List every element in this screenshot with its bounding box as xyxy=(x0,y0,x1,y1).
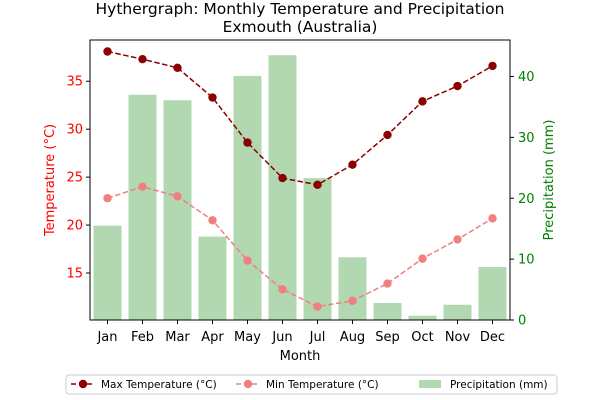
x-tick-label: Jun xyxy=(271,330,292,345)
precipitation-bar-nov xyxy=(443,304,472,320)
min-temperature-point-nov xyxy=(453,235,462,244)
x-tick-label: Jan xyxy=(96,330,117,345)
min-temperature-point-feb xyxy=(138,182,147,191)
min-temperature-point-jul xyxy=(313,302,322,311)
min-temperature-line xyxy=(107,185,493,308)
min-temperature-point-dec xyxy=(488,214,497,223)
precipitation-bar-may xyxy=(233,75,262,320)
plot-frame xyxy=(89,39,511,321)
legend-precip-label: Precipitation (mm) xyxy=(450,379,548,391)
min-temperature-point-oct xyxy=(418,254,427,263)
precipitation-bar-jul xyxy=(303,178,332,320)
min-temperature-point-aug xyxy=(348,296,357,306)
precipitation-bar-apr xyxy=(198,236,227,320)
max-temperature-point-oct xyxy=(418,97,427,106)
min-temperature-point-jan xyxy=(103,194,112,203)
x-tick-label: Sep xyxy=(375,330,400,345)
right-y-axis-label: Precipitation (mm) xyxy=(542,120,557,241)
left-y-tick-label: 30 xyxy=(66,123,83,138)
right-y-tick-label: 20 xyxy=(518,192,535,207)
legend-max-temp-label: Max Temperature (°C) xyxy=(101,379,217,391)
precipitation-bar-oct xyxy=(408,315,437,320)
right-y-tick-label: 30 xyxy=(518,131,535,146)
left-y-tick-label: 20 xyxy=(66,219,83,234)
x-tick-label: Jul xyxy=(309,330,326,345)
max-temperature-point-jul xyxy=(313,180,322,189)
precipitation-bar-jun xyxy=(268,55,297,320)
x-tick-label: Aug xyxy=(340,330,365,345)
legend-precip-swatch xyxy=(419,380,441,388)
x-tick-label: Oct xyxy=(411,330,433,345)
max-temperature-point-jan xyxy=(103,47,112,56)
chart-title: Hythergraph: Monthly Temperature and Pre… xyxy=(96,0,505,18)
right-y-tick-label: 10 xyxy=(518,253,535,268)
left-y-tick-label: 35 xyxy=(66,75,83,90)
left-y-axis: 15 20 25 30 35 xyxy=(66,75,90,282)
precipitation-bar-jan xyxy=(93,225,122,320)
max-temperature-point-apr xyxy=(208,93,217,102)
left-y-tick-label: 25 xyxy=(66,171,83,186)
max-temperature-line xyxy=(107,50,493,186)
legend-max-temp-marker xyxy=(78,379,88,389)
max-temperature-point-aug xyxy=(348,160,357,169)
max-temperature-point-sep xyxy=(383,130,392,140)
precipitation-bars xyxy=(93,55,507,320)
precipitation-bar-aug xyxy=(338,257,367,320)
temperature-lines xyxy=(103,47,497,311)
right-y-axis: 0 10 20 30 40 xyxy=(510,70,535,329)
min-temperature-point-sep xyxy=(383,279,392,288)
x-axis: Jan Feb Mar Apr May Jun Jul Aug Sep Oct Nov Dec xyxy=(96,320,505,345)
left-y-axis-label: Temperature (°C) xyxy=(43,124,58,237)
max-temperature-point-nov xyxy=(453,81,462,91)
precipitation-bar-mar xyxy=(163,100,192,320)
chart-subtitle: Exmouth (Australia) xyxy=(223,18,378,36)
x-tick-label: Nov xyxy=(445,330,471,345)
right-y-tick-label: 0 xyxy=(518,314,526,329)
legend-min-temp-marker xyxy=(243,379,253,389)
x-tick-label: Dec xyxy=(480,330,505,345)
x-axis-label: Month xyxy=(280,349,321,364)
min-temperature-point-mar xyxy=(173,192,182,201)
max-temperature-point-mar xyxy=(173,63,182,73)
min-temperature-point-may xyxy=(243,256,252,265)
precipitation-bar-sep xyxy=(373,302,402,320)
x-tick-label: May xyxy=(234,330,261,345)
min-temperature-point-apr xyxy=(208,216,217,225)
x-tick-label: Feb xyxy=(131,330,154,345)
precipitation-bar-dec xyxy=(478,267,507,320)
x-tick-label: Apr xyxy=(201,330,224,345)
min-temperature-point-jun xyxy=(278,285,287,294)
max-temperature-point-may xyxy=(243,138,252,147)
legend-min-temp-label: Min Temperature (°C) xyxy=(266,379,379,391)
x-tick-label: Mar xyxy=(165,330,190,345)
legend-box xyxy=(65,374,558,395)
precipitation-bar-feb xyxy=(128,94,157,320)
left-y-tick-label: 15 xyxy=(66,267,83,282)
right-y-tick-label: 40 xyxy=(518,70,535,85)
max-temperature-point-jun xyxy=(278,173,287,183)
legend: Max Temperature (°C) Min Temperature (°C… xyxy=(65,374,558,395)
max-temperature-point-dec xyxy=(488,61,497,71)
max-temperature-point-feb xyxy=(138,54,147,64)
